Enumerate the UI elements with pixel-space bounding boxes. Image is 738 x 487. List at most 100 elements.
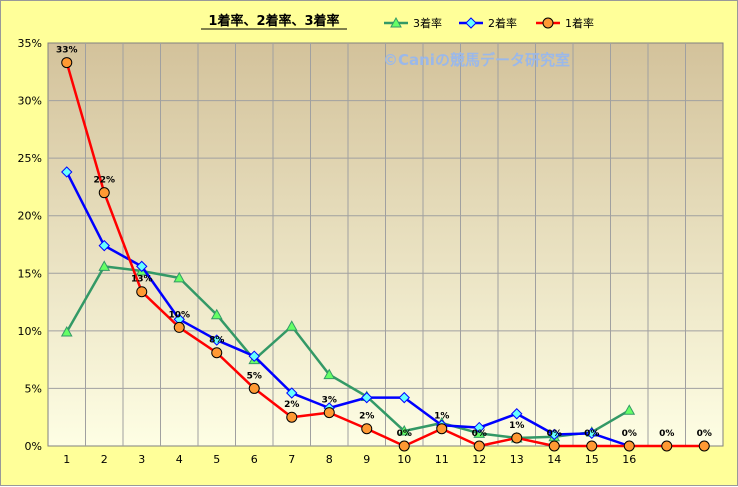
circle-marker	[511, 432, 523, 444]
triangle-marker	[98, 260, 111, 271]
chart-title: 1着率、2着率、3着率	[208, 13, 339, 29]
data-label: 2%	[284, 400, 299, 410]
y-tick-label: 35%	[18, 37, 42, 50]
legend: 3着率 2着率 1着率	[384, 16, 594, 30]
diamond-marker	[398, 391, 410, 404]
x-tick-label: 8	[326, 453, 333, 466]
x-tick-label: 11	[435, 453, 449, 466]
circle-marker	[136, 286, 148, 298]
triangle-marker	[285, 320, 298, 331]
data-label: 0%	[547, 429, 562, 439]
y-tick-label: 15%	[18, 267, 42, 280]
x-tick-label: 5	[213, 453, 220, 466]
diamond-marker	[465, 17, 477, 29]
data-label: 5%	[247, 371, 262, 381]
circle-marker	[98, 187, 110, 199]
triangle-marker	[623, 404, 636, 415]
circle-marker	[473, 440, 485, 452]
circle-marker	[661, 440, 673, 452]
data-label: 1%	[434, 412, 449, 422]
legend-item: 3着率	[384, 16, 442, 30]
circle-marker	[586, 440, 598, 452]
x-tick-label: 1	[63, 453, 70, 466]
y-tick-label: 20%	[18, 210, 42, 223]
diamond-marker	[211, 334, 223, 346]
x-tick-label: 2	[101, 453, 108, 466]
diamond-marker	[548, 428, 560, 441]
series-line	[65, 265, 630, 440]
watermark: ©Caniの競馬データ研究室	[383, 51, 570, 69]
data-label: 0%	[472, 429, 487, 439]
circle-marker	[542, 17, 554, 29]
diamond-marker	[98, 239, 110, 252]
x-tick-label: 9	[363, 453, 370, 466]
x-tick-label: 3	[138, 453, 145, 466]
x-tick-label: 12	[472, 453, 486, 466]
diamond-marker	[286, 387, 298, 399]
axes: 0%5%10%15%20%25%30%35%1 2 3 4 5 6 7 8 9 10 11 12 13 1…	[18, 37, 637, 466]
data-label: 22%	[93, 176, 115, 186]
x-tick-label: 13	[510, 453, 524, 466]
circle-marker	[361, 423, 373, 435]
data-label: 0%	[622, 429, 637, 439]
series-line	[65, 171, 630, 448]
data-label: 0%	[659, 429, 674, 439]
circle-marker	[548, 440, 560, 452]
circle-marker	[436, 423, 448, 435]
diamond-marker	[361, 391, 373, 404]
triangle-marker	[390, 16, 402, 28]
circle-marker	[173, 321, 185, 333]
circle-marker	[248, 382, 260, 394]
triangle-marker	[398, 425, 411, 436]
y-tick-label: 30%	[18, 95, 42, 108]
diamond-marker	[136, 260, 148, 273]
legend-label: 2着率	[488, 16, 517, 30]
data-label: 1%	[509, 421, 524, 431]
circle-marker	[286, 411, 298, 423]
triangle-marker	[60, 325, 73, 337]
circle-marker	[61, 57, 73, 69]
circle-marker	[398, 440, 410, 452]
diamond-marker	[248, 350, 260, 362]
data-label: 0%	[584, 429, 599, 439]
x-tick-label: 14	[547, 453, 561, 466]
data-label: 3%	[322, 396, 337, 406]
diamond-marker	[586, 427, 598, 440]
x-tick-label: 4	[176, 453, 183, 466]
triangle-marker	[173, 271, 186, 283]
data-label: 2%	[359, 412, 374, 422]
data-label: 0%	[697, 429, 712, 439]
data-label: 0%	[397, 429, 412, 439]
legend-label: 3着率	[413, 16, 442, 30]
data-label: 10%	[168, 310, 190, 320]
series-line	[65, 62, 705, 448]
x-tick-label: 16	[622, 453, 636, 466]
series-3	[61, 57, 710, 452]
data-label: 8%	[209, 336, 224, 346]
circle-marker	[623, 440, 635, 452]
x-tick-label: 7	[288, 453, 295, 466]
legend-label: 1着率	[565, 16, 594, 30]
triangle-marker	[323, 368, 336, 380]
data-labels: 33% 22% 13% 10% 8% 5% 2% 3% 2% 0% 1% 0% 1% 0% 0% 0% 0% 0%	[56, 46, 712, 439]
diamond-marker	[511, 408, 523, 420]
data-label: 33%	[56, 46, 78, 56]
diamond-marker	[61, 166, 73, 178]
circle-marker	[698, 440, 710, 452]
y-tick-label: 5%	[25, 382, 42, 395]
x-tick-label: 10	[397, 453, 411, 466]
y-tick-label: 25%	[18, 152, 42, 165]
x-tick-label: 6	[251, 453, 258, 466]
diamond-marker	[473, 421, 485, 434]
circle-marker	[211, 347, 223, 359]
series-group	[60, 57, 710, 452]
x-tick-label: 15	[585, 453, 599, 466]
legend-item: 1着率	[536, 16, 594, 30]
triangle-marker	[210, 308, 223, 320]
gridlines	[48, 43, 723, 446]
legend-item: 2着率	[459, 16, 517, 30]
y-tick-label: 10%	[18, 325, 42, 338]
circle-marker	[323, 407, 335, 419]
